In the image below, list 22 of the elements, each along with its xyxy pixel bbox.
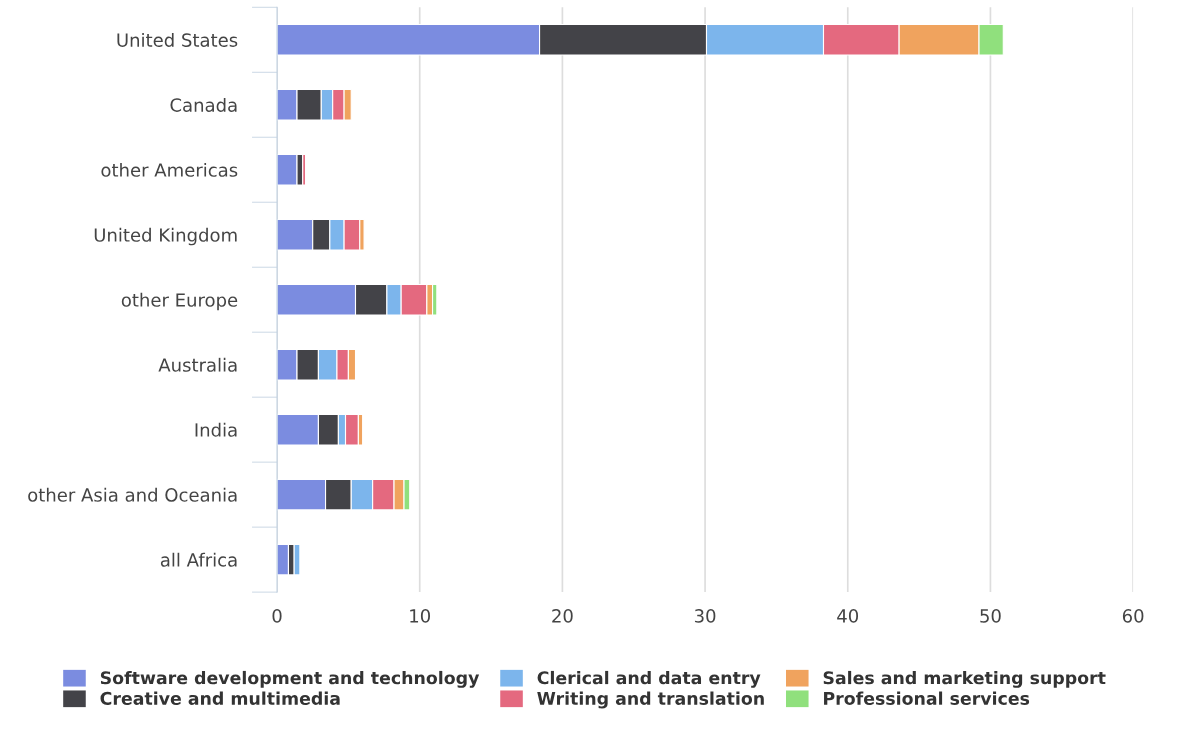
x-tick-label: 20 xyxy=(552,609,573,623)
legend-label: Writing and translation xyxy=(537,691,764,709)
legend-label: Creative and multimedia xyxy=(100,691,340,705)
x-tick-label: 10 xyxy=(410,609,431,623)
y-tick-label: Canada xyxy=(170,97,237,112)
x-tick-label: 0 xyxy=(272,609,282,623)
y-tick-label: all Africa xyxy=(160,552,237,567)
y-tick-label: other Asia and Oceania xyxy=(28,487,237,502)
y-tick-label: United Kingdom xyxy=(94,227,237,246)
y-tick-label: Australia xyxy=(158,357,237,372)
x-tick-label: 40 xyxy=(837,609,859,623)
legend-label: Professional services xyxy=(824,691,1030,705)
x-tick-label: 60 xyxy=(1122,609,1144,623)
legend-label: Sales and marketing support xyxy=(823,670,1106,688)
y-tick-label: United States xyxy=(117,32,238,47)
y-tick-label: India xyxy=(195,422,237,437)
x-tick-label: 50 xyxy=(980,609,1001,623)
y-tick-label: other Europe xyxy=(121,292,238,311)
y-tick-label: other Americas xyxy=(101,162,238,177)
x-tick-label: 30 xyxy=(694,609,716,623)
legend-label: Software development and technology xyxy=(100,670,480,688)
legend-label: Clerical and data entry xyxy=(537,670,761,688)
